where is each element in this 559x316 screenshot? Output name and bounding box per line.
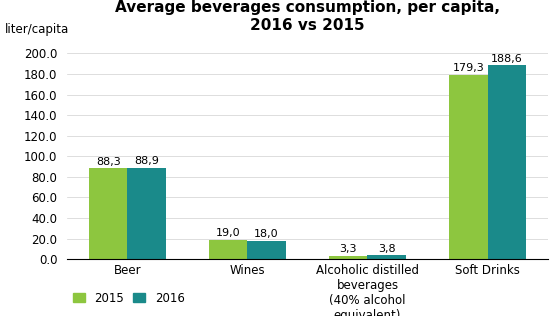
Bar xyxy=(329,256,367,259)
Bar xyxy=(449,75,487,259)
Bar xyxy=(127,168,166,259)
Text: liter/capita: liter/capita xyxy=(4,23,69,36)
Text: 3,8: 3,8 xyxy=(378,244,396,254)
Bar xyxy=(89,168,127,259)
Text: 19,0: 19,0 xyxy=(216,228,240,238)
Text: 188,6: 188,6 xyxy=(491,53,523,64)
Bar xyxy=(367,255,406,259)
Legend: 2015, 2016: 2015, 2016 xyxy=(73,292,184,305)
Bar xyxy=(209,240,248,259)
Title: Average beverages consumption, per capita,
2016 vs 2015: Average beverages consumption, per capit… xyxy=(115,0,500,33)
Bar xyxy=(248,240,286,259)
Text: 88,9: 88,9 xyxy=(134,156,159,166)
Text: 179,3: 179,3 xyxy=(452,63,484,73)
Bar xyxy=(487,65,526,259)
Text: 18,0: 18,0 xyxy=(254,229,279,239)
Text: 3,3: 3,3 xyxy=(339,244,357,254)
Text: 88,3: 88,3 xyxy=(96,157,121,167)
